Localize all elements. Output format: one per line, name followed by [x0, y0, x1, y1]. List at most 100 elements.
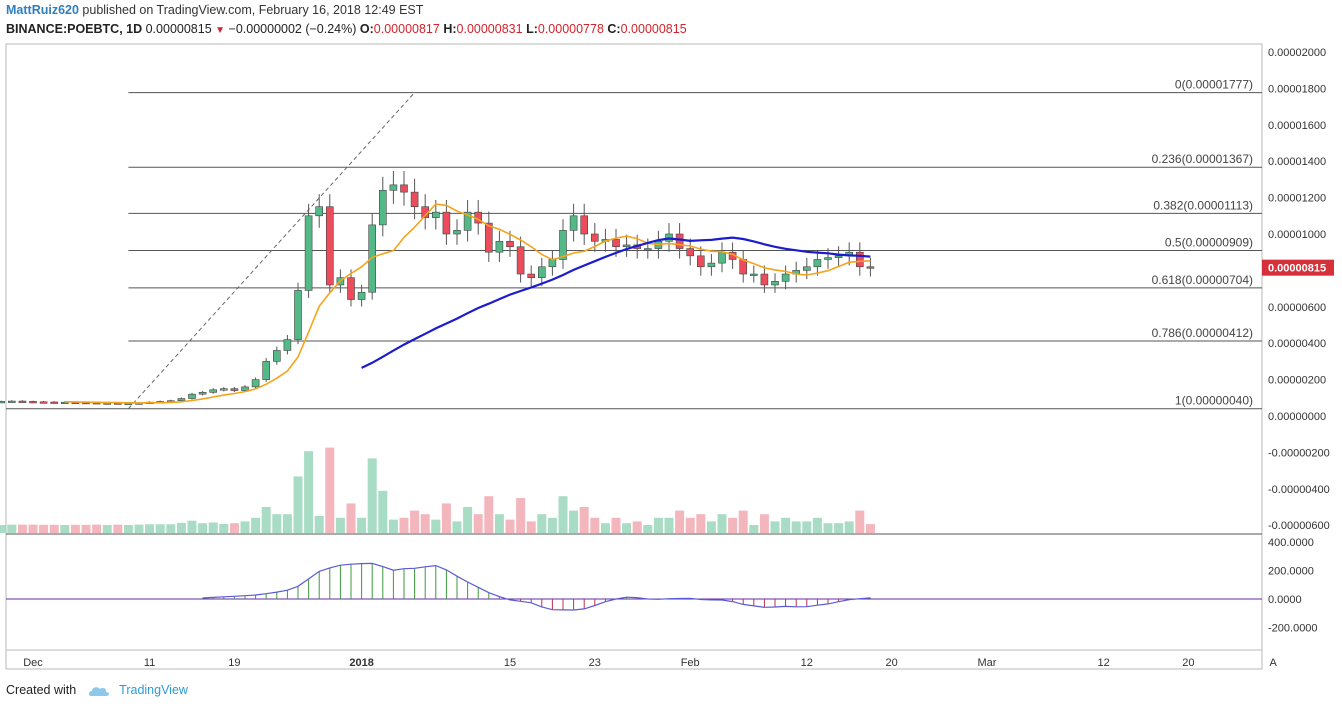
volume-bar [70, 524, 80, 533]
volume-bar [7, 524, 17, 533]
candle-down [527, 273, 536, 278]
volume-bar [579, 507, 589, 533]
candle-up [272, 350, 281, 362]
down-arrow-icon: ▼ [215, 25, 226, 36]
time-tick-label: 2018 [349, 657, 373, 669]
volume-bar [441, 503, 451, 533]
volume-bar [388, 519, 398, 533]
candle-down [866, 266, 875, 269]
volume-bar [770, 521, 780, 533]
volume-bar [632, 521, 642, 533]
time-tick-label: Mar [978, 657, 997, 669]
candle-up [315, 206, 324, 217]
fib-level-label: 0.618(0.00000704) [1152, 273, 1253, 287]
candle-up [209, 389, 217, 393]
volume-bar [844, 521, 854, 533]
candle-down [230, 388, 239, 391]
low-value: 0.00000778 [537, 22, 604, 36]
price-tick-label: 0.00001800 [1268, 83, 1326, 95]
candle-up [431, 211, 440, 218]
oscillator-tick-label: 400.0000 [1268, 537, 1314, 549]
volume-bar [113, 524, 123, 533]
fib-level-label: 0.5(0.00000909) [1165, 236, 1253, 250]
candle-up [198, 392, 207, 395]
time-tick-label: A [1270, 657, 1278, 669]
volume-bar [198, 523, 208, 533]
candle-down [760, 273, 769, 286]
oscillator-tick-label: 200.0000 [1268, 566, 1314, 578]
created-with-text: Created with [6, 683, 77, 697]
volume-bar [378, 490, 388, 533]
candle-down [29, 401, 37, 404]
oscillator-line [202, 562, 871, 611]
candle-up [622, 244, 631, 248]
volume-bar [675, 510, 685, 533]
volume-bar [39, 524, 49, 533]
volume-bar [102, 525, 112, 533]
time-tick-label: 15 [504, 657, 516, 669]
open-value: 0.00000817 [373, 22, 440, 36]
volume-bar [547, 517, 557, 533]
candle-up [495, 240, 504, 253]
volume-bar [834, 523, 844, 533]
author-link[interactable]: MattRuiz620 [6, 3, 79, 17]
candle-up [294, 290, 302, 340]
volume-bar [410, 510, 420, 533]
candle-up [453, 230, 461, 235]
ohlc-line: BINANCE:POEBTC, 1D 0.00000815 ▼ −0.00000… [6, 22, 687, 36]
volume-bar [653, 517, 663, 533]
open-label: O: [359, 22, 374, 36]
candle-up [707, 262, 716, 268]
candle-down [506, 240, 514, 248]
volume-bar [664, 517, 674, 533]
price-tick-label: 0.00000000 [1268, 411, 1326, 423]
volume-bar [706, 521, 716, 533]
price-tick-label: -0.00000200 [1268, 447, 1330, 459]
volume-bar [537, 514, 547, 533]
price-tick-label: 0.00001600 [1268, 120, 1326, 132]
volume-bar [420, 514, 430, 533]
candle-down [612, 239, 620, 248]
volume-bar [558, 496, 568, 533]
volume-bar [60, 525, 70, 533]
price-tick-label: 0.00001000 [1268, 229, 1326, 241]
volume-bar [229, 523, 239, 533]
candle-down [50, 401, 59, 404]
time-tick-label: Feb [681, 657, 700, 669]
candle-up [834, 255, 843, 258]
volume-bar [187, 520, 197, 533]
price-tick-label: 0.00002000 [1268, 47, 1326, 59]
symbol-label: BINANCE:POEBTC, 1D [6, 22, 143, 36]
candle-down [347, 277, 355, 300]
volume-bar [28, 524, 38, 533]
candle-down [675, 233, 684, 249]
tradingview-brand-link[interactable]: TradingView [119, 683, 188, 697]
candle-up [781, 273, 790, 282]
volume-bar [219, 523, 229, 533]
volume-bar [325, 447, 335, 533]
fib-level-label: 0.786(0.00000412) [1152, 326, 1253, 340]
candle-down [580, 215, 589, 235]
tradingview-cloud-icon [88, 686, 109, 696]
candle-down [39, 401, 48, 404]
volume-bar [357, 517, 367, 533]
volume-bar [473, 514, 483, 533]
volume-bar [696, 514, 706, 533]
oscillator-tick-label: 0.0000 [1268, 594, 1302, 606]
volume-bar [728, 517, 738, 533]
time-tick-label: 12 [801, 657, 813, 669]
candle-down [686, 248, 695, 257]
low-label: L: [526, 22, 538, 36]
candle-up [749, 273, 758, 276]
volume-bar [505, 519, 515, 533]
price-tick-label: 0.00000400 [1268, 338, 1326, 350]
volume-bar [452, 521, 462, 533]
price-tick-label: 0.00000600 [1268, 302, 1326, 314]
volume-bar [367, 458, 377, 533]
volume-bar [685, 517, 695, 533]
volume-bar [484, 496, 494, 533]
volume-bar [738, 510, 748, 533]
volume-bar [600, 523, 610, 533]
price-tick-label: 0.00001200 [1268, 193, 1326, 205]
